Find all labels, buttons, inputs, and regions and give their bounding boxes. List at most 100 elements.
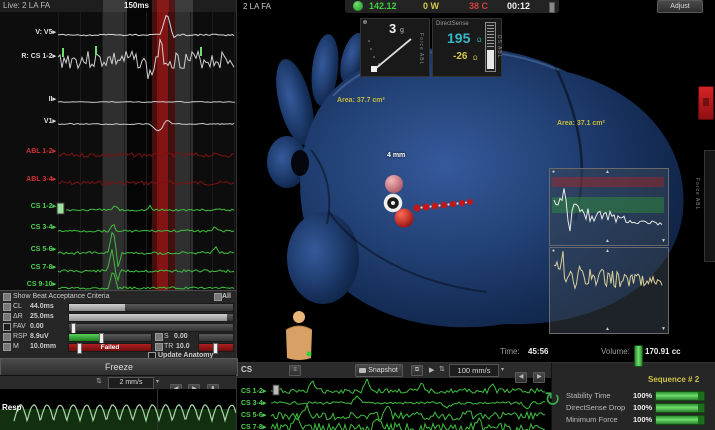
arrow-icon: ▸ [52, 96, 56, 103]
directsense-panel[interactable]: DirectSense 195 Ω -26 Ω DS ABL [432, 18, 502, 77]
arrow-icon: ▸ [52, 224, 56, 231]
dr-value: 25.0ms [30, 313, 54, 320]
target-ring-dot [391, 201, 395, 205]
force-needle-gauge [368, 38, 412, 72]
gear-icon: ● [552, 169, 556, 175]
m-checkbox[interactable] [3, 343, 11, 351]
bottom-channel-label-cs56[interactable]: CS 5-6▸ [241, 412, 267, 419]
beat-marker [62, 48, 64, 57]
arrow-icon: ▸ [52, 176, 56, 183]
criteria-header-checkbox[interactable] [3, 293, 11, 301]
channel-label-cs34[interactable]: CS 3-4▸ [30, 224, 56, 231]
arrow-icon: ▸ [52, 246, 56, 253]
menu-button[interactable]: ≡ [289, 365, 301, 376]
torso-orientation-icon[interactable] [283, 310, 315, 362]
wave-b-cs12 [270, 379, 546, 395]
rsp-checkbox[interactable] [3, 333, 11, 341]
wave-b-cs34 [270, 395, 545, 410]
status-clock: 00:12 [507, 1, 531, 11]
resp-waveform [13, 403, 236, 424]
dr-slider[interactable] [68, 313, 234, 322]
freeze-button[interactable]: Freeze [0, 358, 238, 376]
arrow-icon: ▸ [52, 264, 56, 271]
rsp-value: 8.9uV [30, 333, 49, 340]
gear-icon: ● [552, 248, 556, 254]
adjust-button[interactable]: Adjust [657, 0, 703, 13]
channel-label-ii[interactable]: II▸ [48, 96, 56, 103]
status-rate: 142.12 [369, 1, 397, 11]
fav-value: 0.00 [30, 323, 44, 330]
page-icon-button[interactable]: ⧉ [411, 365, 423, 376]
force-trend-line [553, 188, 663, 232]
status-slider-knob[interactable] [549, 2, 555, 13]
wave-rcs12 [57, 37, 235, 80]
fav-checkbox[interactable] [3, 323, 11, 331]
snapshot-button[interactable]: Snapshot [355, 364, 403, 377]
live-panel-header: Live: 2 LA FA [0, 0, 236, 12]
cl-checkbox[interactable] [3, 303, 11, 311]
channel-label-abl34[interactable]: ABL 3-4▸ [26, 176, 56, 183]
impedance-trend-chart[interactable]: ● ▲ ▲ ▼ [549, 247, 669, 334]
arrow-icon: ▸ [262, 400, 267, 407]
metric-value-minforce: 100% [633, 415, 653, 424]
lead-group-label[interactable]: CS [241, 365, 253, 374]
channel-label-cs56[interactable]: CS 5-6▸ [30, 246, 56, 253]
updown-icon[interactable]: ⇅ [96, 378, 102, 385]
ablation-tip [394, 208, 414, 228]
force-trend-chart[interactable]: ● ▲ ▲ ▼ [549, 168, 669, 246]
s-checkbox[interactable] [155, 333, 163, 341]
sweep-speed-select[interactable]: 100 mm/s [449, 364, 499, 377]
tr-slider[interactable] [198, 343, 234, 354]
gear-icon[interactable] [363, 20, 367, 24]
channel-label-v5[interactable]: V: V5▸ [35, 29, 56, 36]
metric-label-minforce: Minimum Force [566, 415, 618, 424]
dr-label: ΔR [13, 313, 23, 320]
volume-slider-handle[interactable] [634, 345, 643, 367]
dr-checkbox[interactable] [3, 313, 11, 321]
impedance-trend-line [553, 251, 663, 291]
bottom-channel-label-cs78[interactable]: CS 7-8▸ [241, 424, 267, 430]
live-ecg-panel: Live: 2 LA FA 150ms V: V5▸ R: CS 1-2▸ II… [0, 0, 238, 430]
channel-label-cs12[interactable]: CS 1-2▸ [30, 203, 56, 210]
channel-label-cs78[interactable]: CS 7-8▸ [30, 264, 56, 271]
m-slider[interactable]: Failed [68, 343, 152, 354]
tr-checkbox[interactable] [155, 343, 163, 351]
alert-side-button[interactable] [698, 86, 714, 120]
time-value: 45:56 [528, 347, 549, 356]
area-label-2: Area: 37.1 cm² [557, 120, 605, 127]
tri-down-icon: ▼ [661, 326, 666, 332]
s-value: 0.00 [174, 333, 188, 340]
updown-icon[interactable]: ⇅ [439, 366, 445, 373]
resp-strip: Resp [0, 389, 236, 430]
resp-speed-select[interactable]: 2 mm/s [108, 377, 154, 389]
m-value: 10.0mm [30, 343, 57, 350]
wave-abl34 [57, 180, 235, 186]
caret-down-icon[interactable]: ▾ [156, 379, 160, 385]
ecg-grid [58, 12, 236, 290]
volume-label: Volume: [601, 347, 630, 356]
metric-bar-minforce [655, 415, 705, 425]
all-checkbox[interactable] [214, 293, 222, 301]
rsp-label: RSP [13, 333, 28, 340]
channel-label-abl12[interactable]: ABL 1-2▸ [26, 148, 56, 155]
side-tab-strip[interactable] [704, 150, 715, 262]
force-gauge-panel[interactable]: 3 g Force ABL [360, 18, 430, 77]
bottom-channel-label-cs34[interactable]: CS 3-4▸ [241, 400, 267, 407]
fav-slider[interactable] [68, 323, 234, 334]
metric-value-dsdrop: 100% [633, 403, 653, 412]
s-slider[interactable] [198, 333, 234, 342]
arrow-icon: ▸ [262, 424, 267, 430]
channel-label-rcs[interactable]: R: CS 1-2▸ [21, 53, 56, 60]
channel-label-cs910[interactable]: CS 9-10▸ [26, 281, 56, 288]
force-value: 3 [389, 21, 397, 36]
cl-slider[interactable] [68, 303, 234, 312]
play-icon[interactable]: ▶ [429, 367, 435, 374]
pv-ostium-hole [291, 150, 309, 176]
rsp-slider[interactable] [68, 333, 152, 344]
tri-up-icon: ▲ [605, 238, 610, 244]
caret-down-icon[interactable]: ▾ [501, 367, 505, 373]
wave-ii [57, 100, 236, 103]
bottom-channel-label-cs12[interactable]: CS 1-2▸ [241, 388, 267, 395]
pink-electrode [385, 175, 403, 193]
channel-label-v1[interactable]: V1▸ [43, 118, 56, 125]
